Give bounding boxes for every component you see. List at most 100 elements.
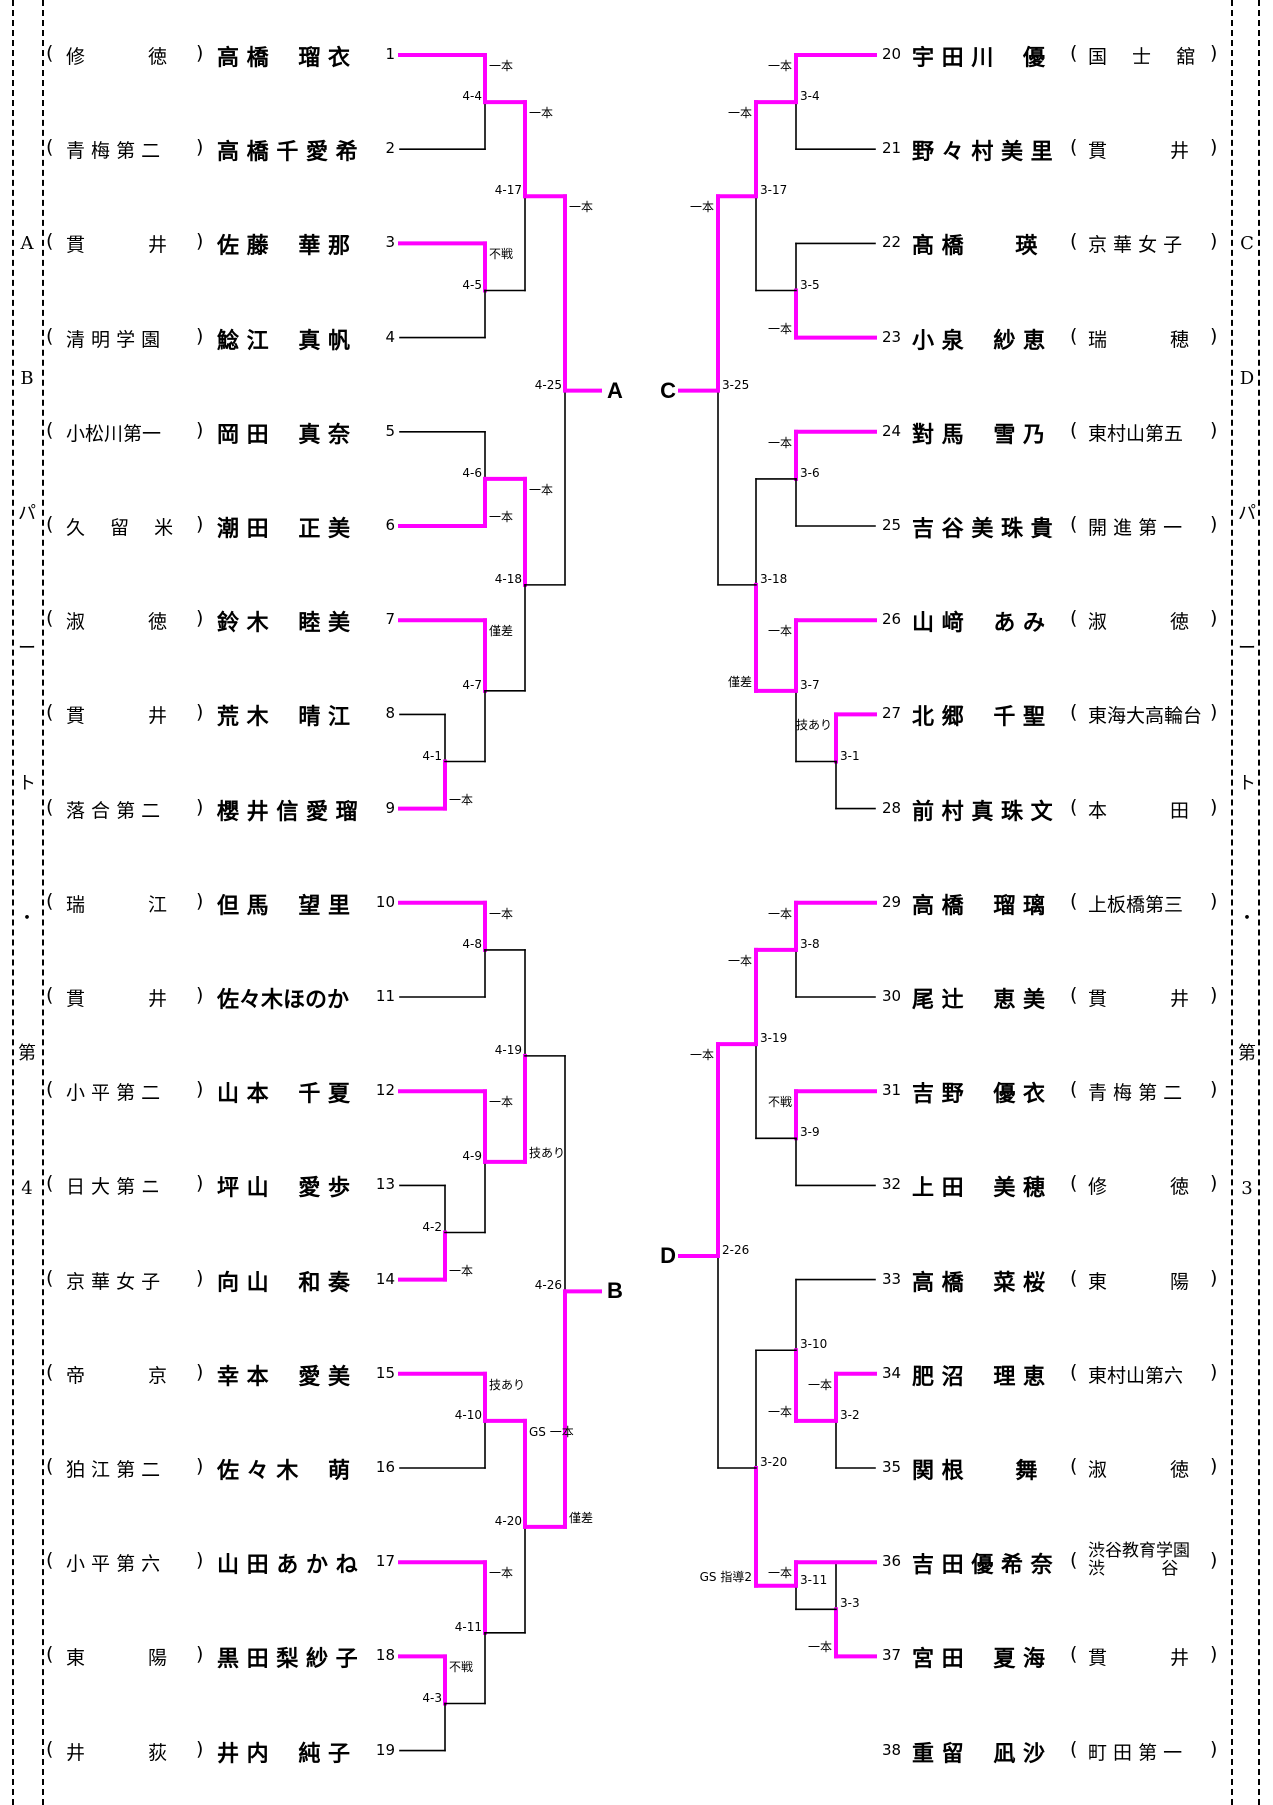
school-name: 久 留 米 bbox=[66, 517, 174, 539]
school-close-paren: ) bbox=[1210, 1643, 1218, 1666]
school-name: 貫 井 bbox=[66, 705, 168, 728]
school-open-paren: ( bbox=[1070, 1172, 1078, 1195]
player-name: 黒 田 梨 紗 子 bbox=[217, 1647, 358, 1673]
school-close-paren: ) bbox=[1210, 795, 1218, 818]
player-name: 小 泉 紗 恵 bbox=[912, 328, 1045, 354]
slot-c-label: C bbox=[660, 377, 676, 403]
match-id: 4-3 bbox=[422, 1690, 442, 1705]
seed-number: 30 bbox=[882, 987, 902, 1005]
school-close-paren: ) bbox=[196, 418, 204, 441]
seed-number: 5 bbox=[385, 421, 395, 440]
school-name: 東村山第六 bbox=[1088, 1364, 1184, 1387]
school-open-paren: ( bbox=[46, 984, 54, 1006]
match-id: 4-8 bbox=[462, 936, 482, 951]
school-open-paren: ( bbox=[46, 1078, 54, 1101]
seed-number: 14 bbox=[375, 1269, 395, 1288]
school-name: 修 徳 bbox=[1088, 1176, 1190, 1199]
school-open-paren: ( bbox=[46, 1643, 54, 1666]
player-name: 佐々木ほのか bbox=[217, 988, 350, 1013]
school-close-paren: ) bbox=[196, 136, 204, 159]
seed-number: 24 bbox=[882, 421, 902, 440]
match-result: 一本 bbox=[569, 200, 594, 215]
player-name: 佐 藤 華 那 bbox=[217, 234, 350, 260]
school-name: 京 華 女 子 bbox=[1088, 234, 1183, 257]
match-id: 3-25 bbox=[722, 377, 750, 392]
match-id: 3-2 bbox=[840, 1407, 860, 1422]
player-name: 山 本 千 夏 bbox=[217, 1082, 350, 1108]
seed-number: 27 bbox=[882, 704, 902, 723]
player-name: 肥 沼 理 恵 bbox=[912, 1364, 1045, 1390]
seed-number: 10 bbox=[375, 892, 395, 911]
school-close-paren: ) bbox=[1210, 1549, 1218, 1572]
school-close-paren: ) bbox=[196, 889, 204, 912]
left-side-label-char: ー bbox=[18, 638, 36, 659]
school-open-paren: ( bbox=[1070, 1078, 1078, 1101]
seed-number: 13 bbox=[375, 1175, 395, 1194]
match-result: 一本 bbox=[767, 59, 792, 73]
school-name: 淑 徳 bbox=[1088, 1459, 1190, 1481]
player-name: 吉 野 優 衣 bbox=[912, 1082, 1045, 1108]
seed-number: 25 bbox=[882, 516, 902, 534]
school-name: 帝 京 bbox=[66, 1364, 168, 1387]
match-id: 4-18 bbox=[494, 571, 522, 586]
school-open-paren: ( bbox=[46, 513, 54, 535]
school-open-paren: ( bbox=[1070, 42, 1078, 64]
school-open-paren: ( bbox=[46, 230, 54, 253]
school-close-paren: ) bbox=[1210, 701, 1218, 724]
school-open-paren: ( bbox=[1070, 513, 1078, 535]
player-name: 鯰 江 真 帆 bbox=[217, 328, 350, 354]
match-id: 4-11 bbox=[454, 1619, 482, 1634]
left-side-label-char: B bbox=[20, 368, 34, 389]
match-id: 3-5 bbox=[800, 277, 820, 292]
school-name: 開 進 第 一 bbox=[1088, 517, 1183, 539]
school-name: 東村山第五 bbox=[1088, 422, 1184, 445]
seed-number: 22 bbox=[882, 233, 902, 252]
player-name: 髙 橋 瑛 bbox=[912, 234, 1038, 260]
match-result: 一本 bbox=[767, 906, 792, 921]
right-side-label-char: ー bbox=[1238, 638, 1256, 659]
school-name: 京 華 女 子 bbox=[66, 1270, 161, 1293]
seed-number: 26 bbox=[882, 610, 902, 629]
school-name: 貫 井 bbox=[66, 234, 168, 257]
match-result: 一本 bbox=[807, 1377, 832, 1392]
school-close-paren: ) bbox=[196, 1360, 204, 1383]
school-name: 貫 井 bbox=[1088, 140, 1190, 163]
match-result: 技あり bbox=[795, 718, 832, 733]
seed-number: 17 bbox=[375, 1552, 395, 1571]
match-result: 一本 bbox=[727, 953, 752, 968]
match-result: 一本 bbox=[767, 1404, 792, 1419]
seed-number: 2 bbox=[385, 139, 395, 158]
school-close-paren: ) bbox=[196, 1455, 204, 1477]
school-close-paren: ) bbox=[1210, 1266, 1218, 1289]
match-result: 技あり bbox=[529, 1145, 566, 1160]
match-id: 3-17 bbox=[760, 183, 788, 198]
match-id: 3-8 bbox=[800, 936, 820, 951]
player-name: 尾 辻 恵 美 bbox=[912, 988, 1045, 1013]
seed-number: 8 bbox=[385, 704, 395, 723]
school-close-paren: ) bbox=[1210, 230, 1218, 253]
right-dashed-border bbox=[1231, 0, 1233, 1805]
seed-number: 15 bbox=[375, 1363, 395, 1382]
school-close-paren: ) bbox=[196, 1172, 204, 1195]
left-side-label-char: 4 bbox=[21, 1178, 33, 1199]
match-result: 一本 bbox=[489, 1095, 514, 1110]
match-id: 4-25 bbox=[534, 377, 562, 392]
school-name: 貫 井 bbox=[1088, 1647, 1190, 1670]
school-name: 貫 井 bbox=[66, 988, 168, 1010]
school-name: 渋谷教育学園 渋 谷 bbox=[1088, 1541, 1190, 1580]
seed-number: 37 bbox=[882, 1646, 902, 1665]
player-name: 井 内 純 子 bbox=[217, 1741, 350, 1767]
match-id: 4-5 bbox=[462, 277, 482, 292]
school-close-paren: ) bbox=[196, 795, 204, 818]
right-dashed-border-inner bbox=[1258, 0, 1260, 1805]
player-name: 重 留 凪 沙 bbox=[912, 1741, 1045, 1767]
school-name: 小 平 第 二 bbox=[66, 1082, 161, 1105]
school-open-paren: ( bbox=[46, 1737, 54, 1760]
school-name: 上板橋第三 bbox=[1088, 893, 1184, 916]
school-open-paren: ( bbox=[1070, 1266, 1078, 1289]
school-open-paren: ( bbox=[1070, 984, 1078, 1006]
school-close-paren: ) bbox=[1210, 1078, 1218, 1101]
match-result: 一本 bbox=[529, 482, 554, 497]
right-side-label-char: 第 bbox=[1238, 1043, 1256, 1064]
player-name: 但 馬 望 里 bbox=[217, 893, 350, 919]
